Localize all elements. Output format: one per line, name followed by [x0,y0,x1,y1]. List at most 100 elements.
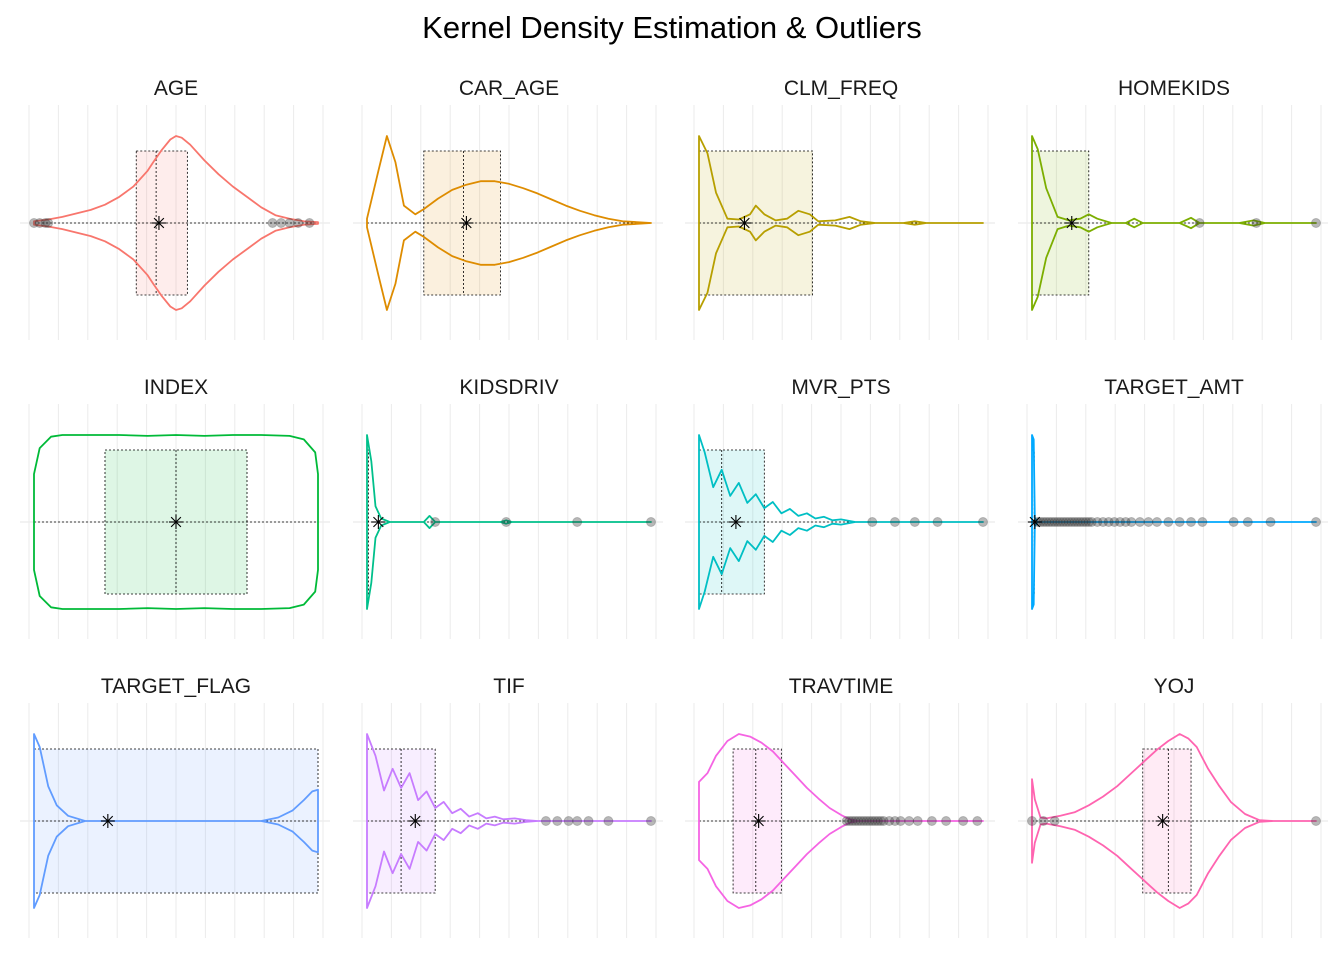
outlier-point [941,816,952,826]
violin-tif [366,733,652,909]
mean-marker-stroke [1029,516,1041,528]
panel-age: AGE [20,77,330,340]
outlier-point [1092,517,1103,527]
outlier-point [867,816,878,826]
violin-clm-freq [698,135,984,311]
facet-label-target-flag: TARGET_FLAG [101,675,251,698]
outlier-point [1058,517,1069,527]
outlier-point [1046,517,1057,527]
outlier-point [972,816,983,826]
outlier-point [1083,517,1094,527]
outlier-point [1098,517,1108,527]
outlier-point [847,816,858,826]
facet-label-clm-freq: CLM_FREQ [784,77,898,100]
outlier-point [304,218,315,228]
outlier-point [1228,517,1239,527]
outlier-point [864,816,875,826]
facet-label-homekids: HOMEKIDS [1118,77,1230,100]
outlier-point [1075,517,1086,527]
outlier-point [1038,816,1049,826]
outlier-point [293,218,304,228]
mean-marker-stroke [409,815,421,827]
outlier-point [904,816,915,826]
outlier-point [889,517,900,527]
outlier-point [870,816,881,826]
mean-marker-stroke [739,217,750,229]
mean-marker-stroke [730,516,742,528]
mean-marker-stroke [170,516,182,528]
outlier-point [844,816,855,826]
outlier-point [884,816,895,826]
violin-kidsdriv [366,434,652,610]
outlier-point [572,816,583,826]
outlier-point [926,816,937,826]
facet-label-car-age: CAR_AGE [459,77,559,100]
facet-label-age: AGE [154,77,198,100]
outlier-point [1126,517,1137,527]
outlier-point [850,816,861,826]
outlier-point [583,816,594,826]
panel-tif: TIF [353,675,663,938]
outlier-point [276,218,287,228]
mean-marker-stroke [1157,815,1168,827]
outlier-point [1063,517,1074,527]
outlier-point [43,218,54,228]
violin-yoj [1031,733,1317,909]
outlier-point [646,816,656,826]
facet-label-travtime: TRAVTIME [789,675,894,698]
outlier-point [1311,517,1321,527]
outlier-point [878,816,889,826]
panel-kidsdriv: KIDSDRIV [353,376,663,639]
mean-marker-stroke [1066,217,1078,229]
outlier-point [1052,517,1063,527]
outlier-point [855,816,866,826]
outlier-point [1109,517,1120,527]
panel-homekids: HOMEKIDS [1018,77,1328,340]
outlier-point [572,517,583,527]
panel-mvr-pts: MVR_PTS [685,376,995,639]
violin-age [33,135,319,311]
mean-marker-tif [408,814,423,828]
outlier-point [646,517,656,527]
outlier-point [1103,517,1114,527]
outlier-point [958,816,969,826]
panel-travtime: TRAVTIME [685,675,995,938]
outlier-point [1061,517,1072,527]
facet-label-index: INDEX [144,376,208,399]
outlier-point [267,218,278,228]
outlier-point [1072,517,1083,527]
outlier-point [1311,218,1321,228]
mean-marker-target-flag [100,814,115,828]
chart-title: Kernel Density Estimation & Outliers [422,10,922,45]
mean-marker-age [151,216,166,230]
facet-label-kidsdriv: KIDSDRIV [459,376,558,399]
mean-marker-stroke [102,815,114,827]
outlier-point [1115,517,1126,527]
panel-yoj: YOJ [1018,675,1328,938]
panel-car-age: CAR_AGE [353,77,663,340]
outlier-point [909,517,920,527]
mean-marker-stroke [461,217,472,229]
outlier-point [1242,517,1253,527]
outlier-point [563,816,574,826]
outlier-point [861,816,872,826]
outlier-point [1080,517,1091,527]
outlier-point [1311,816,1321,826]
violin-travtime [698,733,984,909]
outlier-point [1251,218,1262,228]
outlier-point [1086,517,1097,527]
outlier-point [872,816,883,826]
outlier-point [1055,517,1066,527]
violin-homekids [1031,135,1317,311]
panel-index: INDEX [20,376,330,639]
mean-marker-kidsdriv [371,515,386,529]
mean-marker-target-amt [1027,515,1042,529]
outlier-point [1120,517,1131,527]
outlier-point [430,517,441,527]
facet-label-target-amt: TARGET_AMT [1104,376,1244,399]
panel-target-amt: TARGET_AMT [1018,376,1328,639]
mean-marker-mvr-pts [728,515,743,529]
outlier-point [1049,517,1060,527]
outlier-point [895,816,906,826]
outlier-point [858,816,869,826]
